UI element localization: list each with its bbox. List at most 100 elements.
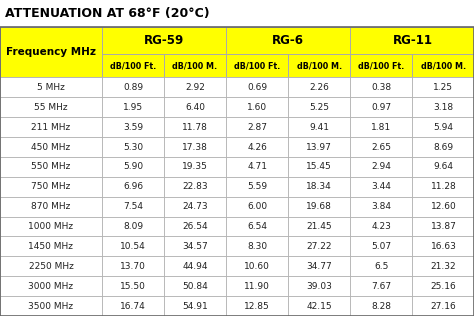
Text: 1450 MHz: 1450 MHz: [28, 242, 73, 251]
Text: 12.60: 12.60: [430, 202, 456, 211]
Text: 3.84: 3.84: [371, 202, 392, 211]
Text: 5.30: 5.30: [123, 143, 143, 151]
Bar: [288, 276, 350, 296]
Text: 27.22: 27.22: [307, 242, 332, 251]
Bar: [288, 117, 350, 137]
Bar: [0, 157, 102, 177]
Bar: [0, 236, 102, 256]
Text: 8.28: 8.28: [371, 301, 392, 311]
Bar: [0, 276, 102, 296]
Text: 2250 MHz: 2250 MHz: [28, 262, 73, 271]
Bar: [102, 276, 164, 296]
Bar: [102, 177, 164, 197]
Text: 55 MHz: 55 MHz: [34, 103, 68, 112]
Text: 550 MHz: 550 MHz: [31, 162, 71, 171]
Bar: [288, 236, 350, 256]
Bar: [350, 296, 412, 316]
Text: 7.54: 7.54: [123, 202, 143, 211]
Text: 3.59: 3.59: [123, 123, 143, 132]
Text: 54.91: 54.91: [182, 301, 208, 311]
Bar: [350, 27, 474, 54]
Bar: [0, 137, 102, 157]
Bar: [226, 77, 288, 97]
Bar: [288, 137, 350, 157]
Text: 5.07: 5.07: [371, 242, 392, 251]
Bar: [288, 157, 350, 177]
Text: 8.30: 8.30: [247, 242, 267, 251]
Bar: [226, 296, 288, 316]
Text: dB/100 Ft.: dB/100 Ft.: [358, 61, 404, 70]
Text: 0.97: 0.97: [371, 103, 392, 112]
Bar: [102, 157, 164, 177]
Text: ATTENUATION AT 68°F (20°C): ATTENUATION AT 68°F (20°C): [5, 7, 210, 20]
Text: 4.26: 4.26: [247, 143, 267, 151]
Bar: [350, 256, 412, 276]
Bar: [226, 216, 288, 236]
Text: 9.64: 9.64: [433, 162, 454, 171]
Text: 25.16: 25.16: [430, 282, 456, 291]
Bar: [350, 117, 412, 137]
Bar: [102, 117, 164, 137]
Bar: [164, 157, 226, 177]
Bar: [412, 137, 474, 157]
Bar: [164, 296, 226, 316]
Text: 750 MHz: 750 MHz: [31, 182, 71, 191]
Bar: [288, 296, 350, 316]
Bar: [164, 77, 226, 97]
Bar: [412, 77, 474, 97]
Bar: [164, 137, 226, 157]
Text: 7.67: 7.67: [371, 282, 392, 291]
Text: 3500 MHz: 3500 MHz: [28, 301, 73, 311]
Text: 2.65: 2.65: [371, 143, 392, 151]
Text: 42.15: 42.15: [306, 301, 332, 311]
Bar: [412, 296, 474, 316]
Text: 9.41: 9.41: [309, 123, 329, 132]
Text: 13.97: 13.97: [306, 143, 332, 151]
Text: 8.69: 8.69: [433, 143, 454, 151]
Bar: [226, 177, 288, 197]
Bar: [226, 27, 350, 54]
Bar: [164, 54, 226, 77]
Text: 19.68: 19.68: [306, 202, 332, 211]
Text: 3000 MHz: 3000 MHz: [28, 282, 73, 291]
Text: 6.40: 6.40: [185, 103, 205, 112]
Bar: [412, 97, 474, 117]
Bar: [412, 54, 474, 77]
Text: 6.96: 6.96: [123, 182, 143, 191]
Bar: [102, 137, 164, 157]
Text: 0.69: 0.69: [247, 83, 267, 92]
Bar: [412, 276, 474, 296]
Bar: [0, 256, 102, 276]
Bar: [288, 77, 350, 97]
Bar: [350, 276, 412, 296]
Bar: [102, 54, 164, 77]
Bar: [350, 236, 412, 256]
Text: RG-6: RG-6: [272, 34, 304, 47]
Bar: [0, 27, 102, 77]
Bar: [350, 97, 412, 117]
Text: dB/100 M.: dB/100 M.: [297, 61, 342, 70]
Text: 22.83: 22.83: [182, 182, 208, 191]
Bar: [226, 117, 288, 137]
Text: 4.71: 4.71: [247, 162, 267, 171]
Bar: [288, 97, 350, 117]
Text: dB/100 Ft.: dB/100 Ft.: [110, 61, 156, 70]
Bar: [164, 216, 226, 236]
Text: 15.50: 15.50: [120, 282, 146, 291]
Bar: [164, 236, 226, 256]
Text: 2.26: 2.26: [310, 83, 329, 92]
Text: 1.95: 1.95: [123, 103, 143, 112]
Text: 6.54: 6.54: [247, 222, 267, 231]
Text: 11.28: 11.28: [430, 182, 456, 191]
Text: 1.60: 1.60: [247, 103, 267, 112]
Text: 211 MHz: 211 MHz: [31, 123, 71, 132]
Text: RG-11: RG-11: [392, 34, 432, 47]
Bar: [288, 256, 350, 276]
Text: 10.60: 10.60: [244, 262, 270, 271]
Bar: [164, 197, 226, 216]
Text: 17.38: 17.38: [182, 143, 208, 151]
Bar: [350, 77, 412, 97]
Bar: [288, 177, 350, 197]
Text: 5.25: 5.25: [309, 103, 329, 112]
Text: 16.63: 16.63: [430, 242, 456, 251]
